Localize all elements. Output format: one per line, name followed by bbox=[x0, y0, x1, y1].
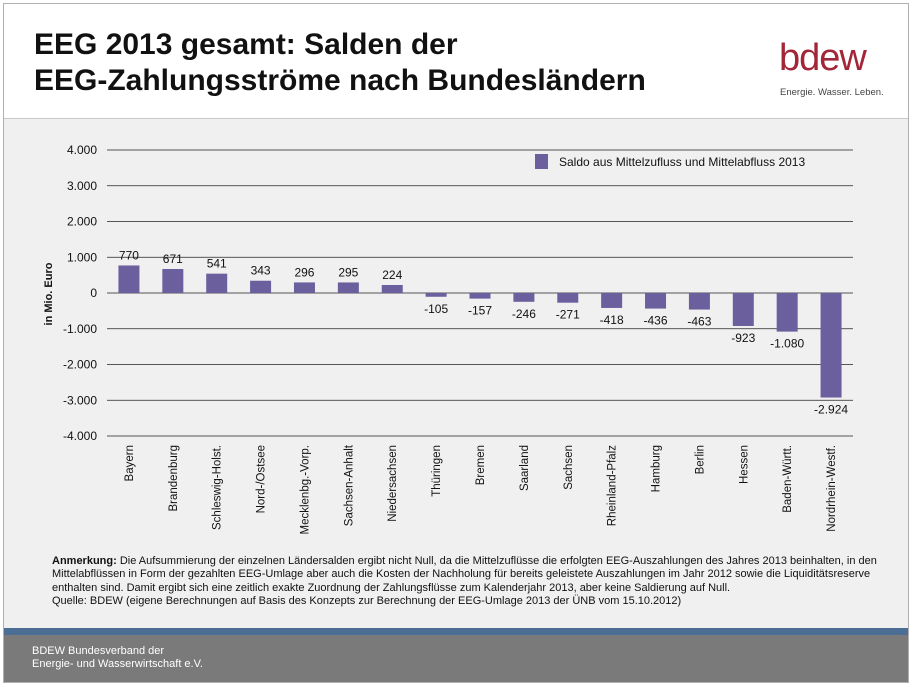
y-tick-label: -1.000 bbox=[63, 322, 97, 336]
footer-line-1: BDEW Bundesverband der bbox=[32, 645, 165, 657]
bar bbox=[601, 293, 623, 308]
x-tick-label: Mecklenbg.-Vorp. bbox=[299, 445, 311, 535]
x-tick-label: Berlin bbox=[694, 445, 706, 474]
footer: BDEW Bundesverband der Energie- und Wass… bbox=[4, 635, 908, 682]
y-tick-label: -3.000 bbox=[63, 393, 97, 407]
annotation-note: Anmerkung: Die Aufsummierung der einzeln… bbox=[52, 555, 892, 609]
bar bbox=[250, 280, 272, 293]
note-source: Quelle: BDEW (eigene Berechnungen auf Ba… bbox=[52, 595, 682, 608]
bar bbox=[820, 293, 842, 398]
bar bbox=[425, 293, 447, 297]
y-tick-label: 0 bbox=[90, 286, 97, 300]
data-label: 224 bbox=[382, 268, 402, 282]
x-tick-label: Sachsen bbox=[563, 445, 575, 490]
data-label: -1.080 bbox=[770, 337, 804, 351]
data-label: -271 bbox=[556, 308, 580, 322]
x-tick-label: Hessen bbox=[738, 445, 750, 484]
x-tick-label: Baden-Württ. bbox=[782, 445, 794, 513]
bars bbox=[118, 265, 842, 398]
slide-header: EEG 2013 gesamt: Salden der EEG-Zahlungs… bbox=[4, 4, 908, 118]
y-tick-label: -2.000 bbox=[63, 358, 97, 372]
y-tick-label: 4.000 bbox=[67, 143, 97, 157]
data-label: 671 bbox=[163, 252, 183, 266]
data-label: -157 bbox=[468, 304, 492, 318]
bar bbox=[732, 293, 754, 326]
bar bbox=[381, 284, 403, 293]
data-label: -923 bbox=[731, 331, 755, 345]
slide-title: EEG 2013 gesamt: Salden der EEG-Zahlungs… bbox=[34, 27, 646, 99]
bar bbox=[206, 273, 228, 293]
x-tick-label: Bayern bbox=[124, 445, 136, 481]
bar bbox=[162, 269, 184, 293]
x-tick-label: Niedersachsen bbox=[387, 445, 399, 522]
x-axis-labels: Bayern Brandenburg Schleswig-Holst. Nord-/O… bbox=[124, 444, 838, 534]
footer-line-2: Energie- und Wasserwirtschaft e.V. bbox=[32, 658, 203, 670]
legend-swatch bbox=[535, 154, 548, 169]
x-tick-label: Saarland bbox=[519, 445, 531, 491]
bar bbox=[557, 293, 579, 303]
data-label: -2.924 bbox=[814, 403, 848, 417]
x-tick-label: Schleswig-Holst. bbox=[212, 445, 224, 530]
x-tick-label: Brandenburg bbox=[168, 445, 180, 512]
y-tick-label: 3.000 bbox=[67, 179, 97, 193]
data-label: -246 bbox=[512, 307, 536, 321]
footer-band bbox=[4, 628, 908, 635]
note-label: Anmerkung: bbox=[52, 555, 117, 567]
x-tick-label: Rheinland-Pfalz bbox=[607, 445, 619, 526]
data-label: 343 bbox=[251, 264, 271, 278]
bar bbox=[688, 293, 710, 310]
y-tick-label: 1.000 bbox=[67, 250, 97, 264]
bar bbox=[337, 282, 359, 293]
bar bbox=[776, 293, 798, 332]
x-tick-label: Sachsen-Anhalt bbox=[343, 444, 355, 526]
data-label: 770 bbox=[119, 248, 139, 262]
legend-label: Saldo aus Mittelzufluss und Mittelabflus… bbox=[559, 155, 805, 169]
data-label: -105 bbox=[424, 302, 448, 316]
title-line-2: EEG-Zahlungsströme nach Bundesländern bbox=[34, 64, 646, 97]
bar bbox=[293, 282, 315, 293]
bdew-logo: bdew bbox=[779, 37, 867, 79]
data-label: -463 bbox=[687, 315, 711, 329]
logo-tagline: Energie. Wasser. Leben. bbox=[780, 87, 884, 98]
bar bbox=[645, 293, 667, 309]
chart-area-background bbox=[4, 118, 908, 632]
data-label: 296 bbox=[294, 265, 314, 279]
y-axis-ticks: 4.000 3.000 2.000 1.000 0 -1.000 -2.000 -3.000 -… bbox=[63, 143, 97, 443]
x-tick-label: Nord-/Ostsee bbox=[256, 445, 268, 513]
bar bbox=[469, 293, 491, 299]
x-tick-label: Hamburg bbox=[651, 445, 663, 492]
data-label: 295 bbox=[338, 265, 358, 279]
data-labels: 770 671 541 343 296 295 224 -105 -157 -246 -271 -41… bbox=[119, 248, 848, 416]
legend: Saldo aus Mittelzufluss und Mittelabflus… bbox=[535, 154, 805, 169]
x-tick-label: Thüringen bbox=[431, 445, 443, 497]
data-label: -418 bbox=[600, 313, 624, 327]
footer-text: BDEW Bundesverband der Energie- und Wass… bbox=[32, 645, 203, 671]
x-tick-label: Bremen bbox=[475, 445, 487, 485]
y-tick-label: -4.000 bbox=[63, 429, 97, 443]
x-tick-label: Nordrhein-Westf. bbox=[826, 445, 838, 532]
y-tick-label: 2.000 bbox=[67, 215, 97, 229]
data-label: -436 bbox=[644, 314, 668, 328]
data-label: 541 bbox=[207, 257, 227, 271]
bar bbox=[118, 265, 140, 293]
y-axis-label: in Mio. Euro bbox=[43, 262, 55, 325]
note-text: Die Aufsummierung der einzelnen Ländersa… bbox=[52, 555, 877, 594]
bar bbox=[513, 293, 535, 302]
title-line-1: EEG 2013 gesamt: Salden der bbox=[34, 28, 458, 61]
